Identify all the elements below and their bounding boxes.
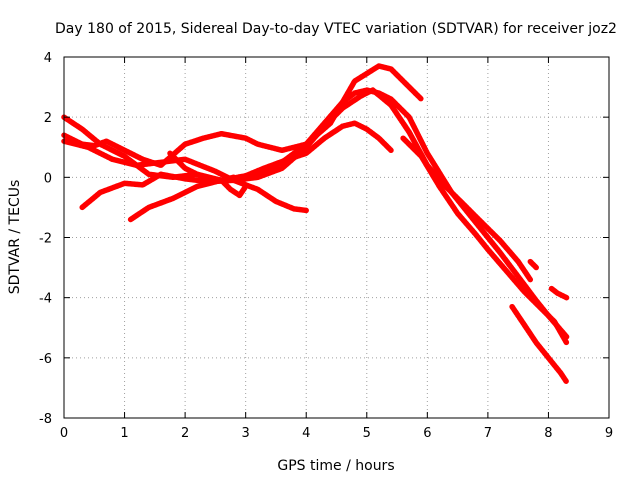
series-track-1 bbox=[61, 63, 425, 169]
tick-layer: 0 1 2 3 4 5 6 7 8 9 -8 -6 -4 -2 0 2 4 bbox=[39, 51, 613, 441]
y-tick-label: -2 bbox=[39, 232, 52, 247]
y-axis-label: SDTVAR / TECUs bbox=[7, 180, 23, 295]
series-track-5 bbox=[61, 138, 309, 214]
y-tick-label: -8 bbox=[39, 412, 52, 427]
series-track-10 bbox=[167, 150, 246, 187]
x-tick-label: 1 bbox=[120, 426, 128, 441]
x-tick-label: 7 bbox=[484, 426, 492, 441]
series-track-9 bbox=[548, 285, 570, 301]
chart-title: Day 180 of 2015, Sidereal Day-to-day VTE… bbox=[55, 21, 617, 37]
series-track-11 bbox=[218, 177, 249, 199]
series-track-6 bbox=[400, 135, 570, 346]
x-tick-label: 8 bbox=[544, 426, 552, 441]
series-track-8 bbox=[527, 258, 540, 271]
series-track-4 bbox=[127, 120, 394, 223]
x-axis-label: GPS time / hours bbox=[277, 458, 394, 474]
data-layer bbox=[61, 63, 570, 385]
y-tick-label: 2 bbox=[44, 111, 52, 126]
x-tick-label: 3 bbox=[242, 426, 250, 441]
series-track-7 bbox=[509, 303, 570, 385]
y-tick-label: 0 bbox=[44, 171, 52, 186]
x-tick-label: 0 bbox=[60, 426, 68, 441]
y-tick-label: -6 bbox=[39, 352, 52, 367]
x-tick-label: 5 bbox=[363, 426, 371, 441]
y-tick-label: -4 bbox=[39, 292, 52, 307]
x-tick-label: 9 bbox=[605, 426, 613, 441]
x-tick-label: 4 bbox=[302, 426, 310, 441]
x-tick-label: 2 bbox=[181, 426, 189, 441]
series-track-3 bbox=[79, 87, 534, 283]
y-tick-label: 4 bbox=[44, 51, 52, 66]
x-tick-label: 6 bbox=[423, 426, 431, 441]
